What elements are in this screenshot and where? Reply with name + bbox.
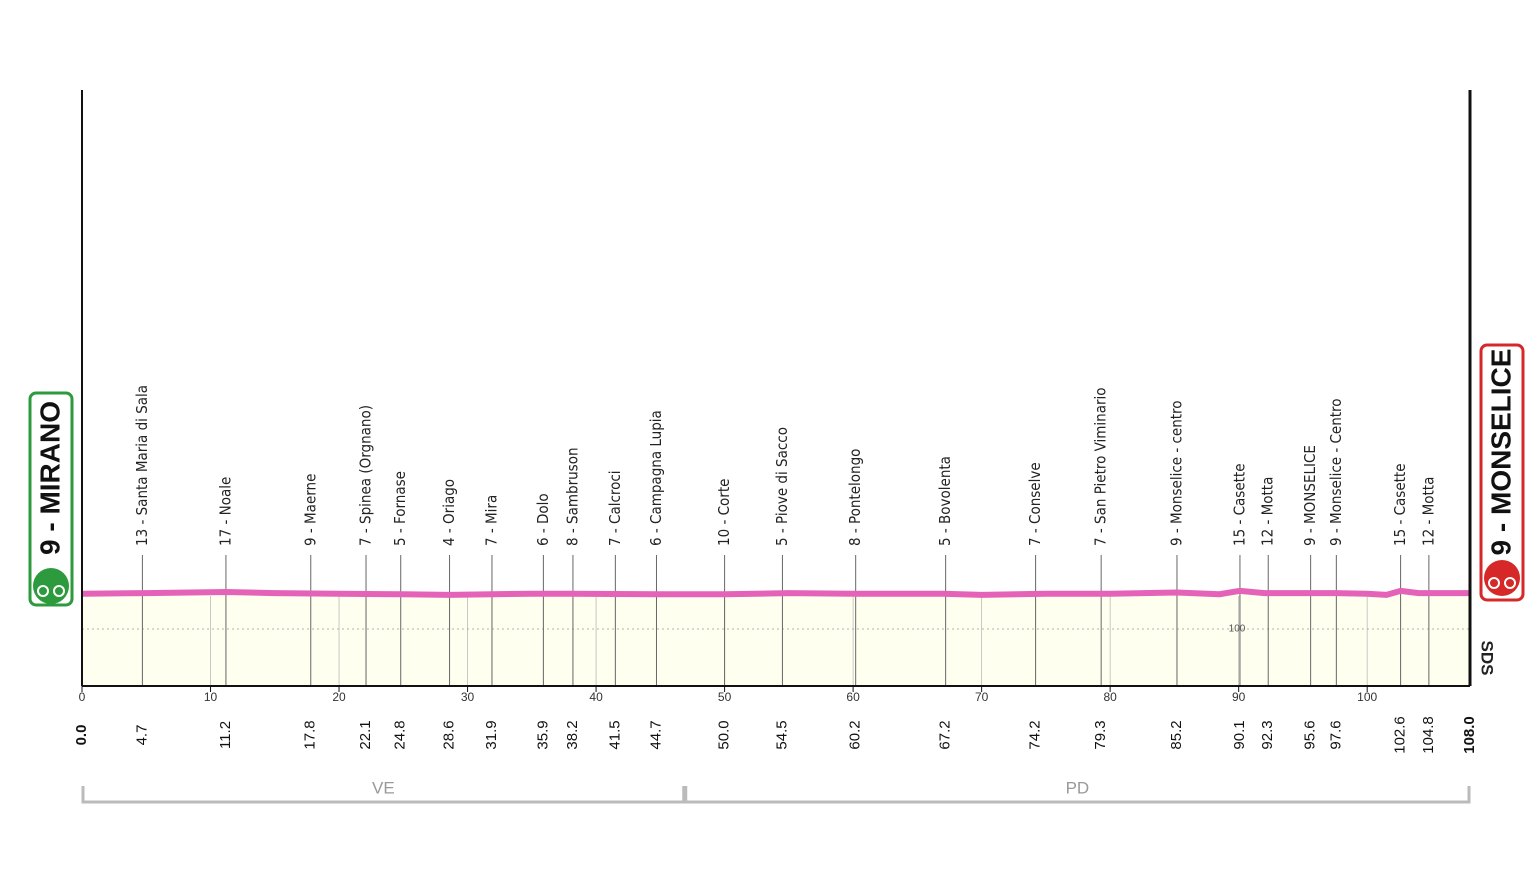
finish-badge: 9 - MONSELICE [1479, 343, 1525, 602]
km-label: 31.9 [483, 720, 500, 749]
km-label: 104.8 [1420, 716, 1437, 754]
icon-wheel [37, 585, 49, 597]
waypoint-name: 12 - Motta [1259, 477, 1277, 546]
km-label: 90.1 [1231, 720, 1248, 749]
km-label: 102.6 [1392, 716, 1409, 754]
region-label: PD [1066, 778, 1090, 797]
waypoint-name: 9 - Monselice - Centro [1327, 398, 1345, 546]
km-label: 92.3 [1259, 720, 1276, 749]
km-label: 50.0 [716, 720, 733, 749]
waypoint-name: 12 - Motta [1419, 477, 1437, 546]
km-label: 67.2 [937, 720, 954, 749]
x-tick-label: 0 [79, 690, 86, 704]
km-label: 22.1 [357, 720, 374, 749]
waypoint-name: 5 - Fornase [391, 471, 409, 546]
waypoint-name: 7 - Spinea (Orgnano) [357, 405, 375, 546]
km-label: 60.2 [847, 720, 864, 749]
profile-line [81, 587, 1470, 598]
waypoint-name: 10 - Corte [715, 479, 733, 546]
km-label: 38.2 [564, 720, 581, 749]
km-label: 95.6 [1302, 720, 1319, 749]
x-tick-label: 30 [461, 690, 475, 704]
icon-wheel [1488, 577, 1500, 589]
icon-wheel [1504, 577, 1516, 589]
km-label: 85.2 [1168, 720, 1185, 749]
start-badge: 9 - MIRANO [28, 391, 74, 607]
waypoint-name: 7 - Calcroci [606, 470, 624, 546]
x-tick-label: 60 [846, 690, 860, 704]
x-tick-label: 20 [332, 690, 346, 704]
waypoint-name: 17 - Noale [216, 477, 234, 546]
y-tick-label: 100 [1229, 624, 1246, 635]
x-tick-label: 100 [1357, 690, 1377, 704]
waypoint-name: 6 - Campagna Lupia [647, 410, 665, 546]
km-label: 97.6 [1327, 720, 1344, 749]
km-label: 74.2 [1027, 720, 1044, 749]
waypoint-name: 15 - Casette [1391, 463, 1409, 546]
km-label: 11.2 [217, 721, 234, 749]
waypoint-name: 13 - Santa Maria di Sala [133, 385, 151, 546]
waypoint-name: 7 - San Pietro Viminario [1092, 387, 1110, 546]
km-label: 0.0 [73, 725, 90, 746]
logo: SDS [1478, 641, 1497, 676]
x-tick-label: 40 [589, 690, 603, 704]
start-icon [33, 568, 69, 604]
start-label: 9 - MIRANO [34, 401, 65, 555]
waypoint-name: 8 - Sambruson [563, 447, 581, 546]
waypoint-name: 5 - Bovolenta [936, 456, 954, 546]
finish-icon [1484, 560, 1520, 596]
km-label: 17.8 [302, 720, 319, 749]
waypoint-name: 6 - Dolo [534, 493, 552, 546]
x-tick-label: 80 [1103, 690, 1117, 704]
km-label: 35.9 [534, 720, 551, 749]
km-label: 108.0 [1461, 716, 1478, 754]
finish-label: 9 - MONSELICE [1485, 349, 1516, 556]
profile-area [82, 590, 1470, 686]
km-label: 44.7 [647, 720, 664, 749]
x-tick-label: 70 [975, 690, 989, 704]
waypoint-name: 15 - Casette [1230, 463, 1248, 546]
waypoint-name: 7 - Mira [482, 495, 500, 546]
km-label: 54.5 [773, 720, 790, 749]
x-tick-label: 10 [204, 690, 218, 704]
km-label: 79.3 [1092, 720, 1109, 749]
km-label: 28.6 [441, 720, 458, 749]
waypoint-name: 9 - Maerne [301, 474, 319, 546]
km-label: 4.7 [133, 725, 150, 746]
region-bracket [684, 786, 1471, 804]
icon-wheel [53, 585, 65, 597]
waypoint-name: 5 - Piove di Sacco [773, 427, 791, 546]
region-bracket [81, 786, 686, 804]
region-label: VE [372, 778, 395, 797]
x-tick-label: 50 [718, 690, 732, 704]
x-tick-label: 90 [1232, 690, 1246, 704]
km-label: 41.5 [606, 720, 623, 749]
km-label: 24.8 [392, 720, 409, 749]
waypoint-name: 9 - Monselice - centro [1167, 400, 1185, 546]
waypoint-name: 7 - Conselve [1026, 462, 1044, 546]
finish-box [1479, 343, 1525, 602]
waypoint-name: 9 - MONSELICE [1301, 445, 1319, 546]
waypoint-name: 4 - Oriago [440, 479, 458, 546]
waypoint-name: 8 - Pontelongo [846, 449, 864, 546]
start-box [28, 391, 74, 607]
